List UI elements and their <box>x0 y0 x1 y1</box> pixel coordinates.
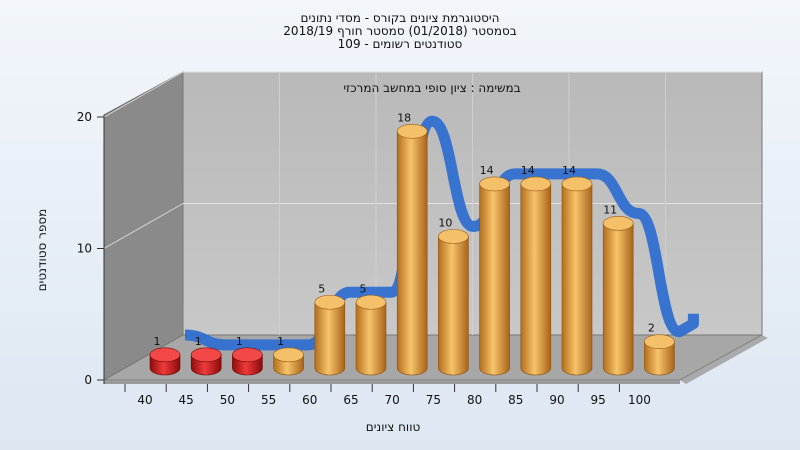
y-tick-labels: 0 10 20 <box>77 110 105 387</box>
bar-55 <box>273 347 304 376</box>
bar-top <box>396 124 428 139</box>
bar-top <box>644 334 675 350</box>
bar-95 <box>602 216 634 376</box>
bar-top <box>190 347 222 363</box>
data-label-55: 1 <box>277 335 284 348</box>
bar-top <box>438 229 469 244</box>
grid-line-left <box>103 71 184 118</box>
data-label-50: 1 <box>236 335 243 348</box>
bar-90 <box>561 176 593 376</box>
x-tick-label-95: 95 <box>591 393 606 407</box>
bar-top <box>602 216 634 231</box>
bar-top <box>314 294 346 310</box>
x-tick-label-65: 65 <box>343 393 358 407</box>
x-tick-label-75: 75 <box>426 393 441 407</box>
y-tick-label: 10 <box>77 242 92 256</box>
data-label-85: 14 <box>521 164 535 177</box>
bar-top <box>149 347 181 363</box>
x-tick-label-50: 50 <box>220 393 235 407</box>
x-tick-label-80: 80 <box>467 393 482 407</box>
bar-50 <box>232 347 263 376</box>
floor-edge <box>104 380 680 384</box>
bar-top <box>232 347 263 363</box>
bar-top <box>479 176 510 192</box>
chart-subtitle: במשימה : ציון סופי במחשב המרכזי <box>343 81 520 95</box>
x-tick-label-90: 90 <box>549 393 564 407</box>
data-label-45: 1 <box>195 335 202 348</box>
title-line-2: בסמסטר (01/2018) סמסטר חורף 2018/19 <box>283 24 516 38</box>
x-tick-label-100: 100 <box>628 393 651 407</box>
x-tick-label-70: 70 <box>385 393 400 407</box>
trend-ribbon <box>184 115 699 351</box>
trend-ribbon-path <box>184 115 699 351</box>
grid-line-left <box>103 203 184 249</box>
data-label-90: 14 <box>562 164 576 177</box>
bar-top <box>520 176 552 192</box>
x-tick-labels: 40 45 50 55 60 65 70 75 80 85 90 95 100 <box>124 384 651 407</box>
y-tick-label: 20 <box>77 110 92 124</box>
bar-45 <box>190 347 222 376</box>
bar-60 <box>314 294 346 376</box>
y-tick-label: 0 <box>84 373 92 387</box>
title-line-1: היסטוגרמת ציונים בקורס - מסדי נתונים <box>301 11 500 25</box>
x-tick-label-55: 55 <box>261 393 276 407</box>
data-label-65: 5 <box>360 282 367 295</box>
data-label-70: 18 <box>397 111 411 124</box>
bar-top <box>355 294 387 310</box>
x-tick-label-40: 40 <box>137 393 152 407</box>
bar-80 <box>479 176 510 376</box>
data-label-75: 10 <box>438 217 452 230</box>
data-label-40: 1 <box>154 335 161 348</box>
y-axis-title: מספר סטודנטים <box>35 209 49 292</box>
x-tick-label-60: 60 <box>302 393 317 407</box>
bar-85 <box>520 176 552 376</box>
bar-40 <box>149 347 181 376</box>
bar-top <box>273 347 304 363</box>
x-axis-title: טווח ציונים <box>366 420 421 434</box>
data-label-80: 14 <box>480 164 494 177</box>
bar-100 <box>644 334 675 376</box>
right-edge-shadow <box>680 335 768 384</box>
data-label-60: 5 <box>318 282 325 295</box>
bar-top <box>561 176 593 192</box>
x-tick-label-45: 45 <box>179 393 194 407</box>
bar-75 <box>438 229 469 376</box>
bars <box>149 124 675 376</box>
title-line-3: סטודנטים רשומים - 109 <box>338 37 463 51</box>
data-label-100: 2 <box>648 322 655 335</box>
bar-65 <box>355 294 387 376</box>
x-tick-label-85: 85 <box>508 393 523 407</box>
data-label-95: 11 <box>603 203 617 216</box>
bar-70 <box>396 124 428 376</box>
